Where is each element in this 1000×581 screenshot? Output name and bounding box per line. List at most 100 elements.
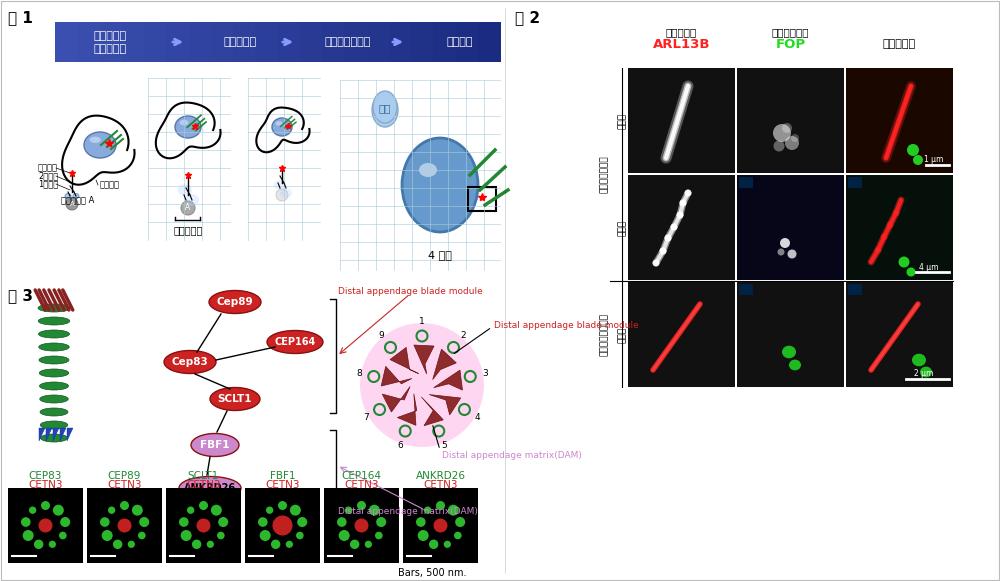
Text: タンパク質 A: タンパク質 A bbox=[61, 195, 95, 205]
Ellipse shape bbox=[660, 248, 666, 254]
Text: 超解像顕微鏡画像: 超解像顕微鏡画像 bbox=[600, 313, 608, 356]
Bar bbox=[433, 22, 456, 62]
Bar bbox=[468, 187, 496, 211]
Text: 非膨張: 非膨張 bbox=[618, 327, 626, 343]
Circle shape bbox=[429, 540, 438, 549]
Text: （基底小体）: （基底小体） bbox=[772, 27, 809, 37]
Bar bbox=[77, 22, 100, 62]
Circle shape bbox=[272, 515, 292, 536]
Bar bbox=[628, 282, 735, 387]
Ellipse shape bbox=[778, 249, 784, 256]
Ellipse shape bbox=[40, 382, 68, 390]
Text: 4 倍化: 4 倍化 bbox=[428, 250, 452, 260]
Circle shape bbox=[199, 501, 208, 510]
Polygon shape bbox=[381, 367, 412, 386]
Bar bbox=[846, 175, 953, 280]
Circle shape bbox=[276, 189, 288, 201]
Ellipse shape bbox=[164, 350, 216, 374]
Ellipse shape bbox=[65, 193, 71, 199]
Circle shape bbox=[29, 507, 36, 514]
Circle shape bbox=[102, 530, 113, 541]
Circle shape bbox=[100, 517, 110, 527]
Circle shape bbox=[296, 532, 304, 539]
Text: 図 2: 図 2 bbox=[515, 10, 540, 25]
Ellipse shape bbox=[40, 395, 68, 403]
Ellipse shape bbox=[782, 346, 796, 358]
Circle shape bbox=[260, 530, 271, 541]
Circle shape bbox=[53, 505, 64, 516]
Circle shape bbox=[181, 530, 192, 541]
Bar bbox=[188, 22, 212, 62]
Ellipse shape bbox=[272, 118, 292, 136]
Text: CETN3: CETN3 bbox=[423, 480, 458, 490]
Ellipse shape bbox=[680, 199, 686, 206]
Text: 試料膨張: 試料膨張 bbox=[447, 37, 473, 47]
Text: 1次抗体: 1次抗体 bbox=[38, 180, 58, 188]
Circle shape bbox=[345, 507, 352, 514]
Circle shape bbox=[192, 540, 201, 549]
Ellipse shape bbox=[789, 360, 801, 371]
Ellipse shape bbox=[664, 235, 672, 242]
Bar bbox=[411, 22, 434, 62]
Circle shape bbox=[211, 505, 222, 516]
Bar bbox=[322, 22, 345, 62]
Ellipse shape bbox=[773, 124, 791, 142]
Circle shape bbox=[271, 540, 280, 549]
Text: Cep89: Cep89 bbox=[217, 297, 253, 307]
Circle shape bbox=[290, 505, 301, 516]
Ellipse shape bbox=[898, 256, 910, 267]
Ellipse shape bbox=[210, 388, 260, 411]
Text: Distal appendage blade module: Distal appendage blade module bbox=[494, 321, 639, 329]
Circle shape bbox=[207, 541, 214, 548]
Polygon shape bbox=[60, 428, 66, 441]
Circle shape bbox=[360, 323, 484, 447]
Bar bbox=[848, 177, 862, 188]
Polygon shape bbox=[429, 394, 461, 415]
Bar bbox=[144, 22, 167, 62]
Text: 図 1: 図 1 bbox=[8, 10, 33, 25]
Text: 吸水: 吸水 bbox=[379, 103, 391, 113]
Circle shape bbox=[376, 517, 386, 527]
Bar bbox=[300, 22, 323, 62]
Text: ARL13B: ARL13B bbox=[653, 38, 710, 51]
Bar bbox=[122, 22, 145, 62]
Ellipse shape bbox=[907, 144, 919, 156]
Circle shape bbox=[365, 541, 372, 548]
Text: Distal appendage matrix(DAM): Distal appendage matrix(DAM) bbox=[442, 450, 582, 460]
Bar bbox=[739, 284, 753, 295]
Polygon shape bbox=[397, 394, 417, 425]
Circle shape bbox=[187, 507, 194, 514]
Ellipse shape bbox=[191, 433, 239, 457]
Circle shape bbox=[266, 507, 273, 514]
Bar bbox=[8, 488, 83, 563]
Circle shape bbox=[179, 517, 189, 527]
Text: 2次抗体: 2次抗体 bbox=[38, 171, 58, 181]
Bar bbox=[344, 22, 368, 62]
Text: 9: 9 bbox=[378, 332, 384, 340]
Text: 4: 4 bbox=[475, 413, 480, 421]
Polygon shape bbox=[414, 345, 434, 374]
Ellipse shape bbox=[652, 260, 660, 267]
Text: 1: 1 bbox=[419, 317, 425, 325]
Circle shape bbox=[339, 530, 350, 541]
Circle shape bbox=[278, 501, 287, 510]
Text: FBF1: FBF1 bbox=[270, 471, 295, 481]
Polygon shape bbox=[382, 386, 410, 412]
Ellipse shape bbox=[84, 132, 116, 158]
Bar bbox=[478, 22, 501, 62]
Circle shape bbox=[118, 518, 132, 533]
Text: SCLT1: SCLT1 bbox=[218, 394, 252, 404]
Ellipse shape bbox=[209, 290, 261, 314]
Text: 3: 3 bbox=[482, 370, 488, 378]
Circle shape bbox=[418, 530, 429, 541]
Text: 蛍光標識: 蛍光標識 bbox=[38, 163, 58, 173]
Text: 架橋剤処理: 架橋剤処理 bbox=[93, 44, 127, 54]
Circle shape bbox=[181, 201, 195, 215]
Polygon shape bbox=[39, 428, 45, 441]
Circle shape bbox=[436, 501, 445, 510]
Ellipse shape bbox=[274, 180, 286, 190]
Ellipse shape bbox=[178, 184, 192, 196]
Bar bbox=[389, 22, 412, 62]
Polygon shape bbox=[67, 428, 73, 441]
Text: Distal appendage matrix(DAM): Distal appendage matrix(DAM) bbox=[338, 507, 478, 517]
